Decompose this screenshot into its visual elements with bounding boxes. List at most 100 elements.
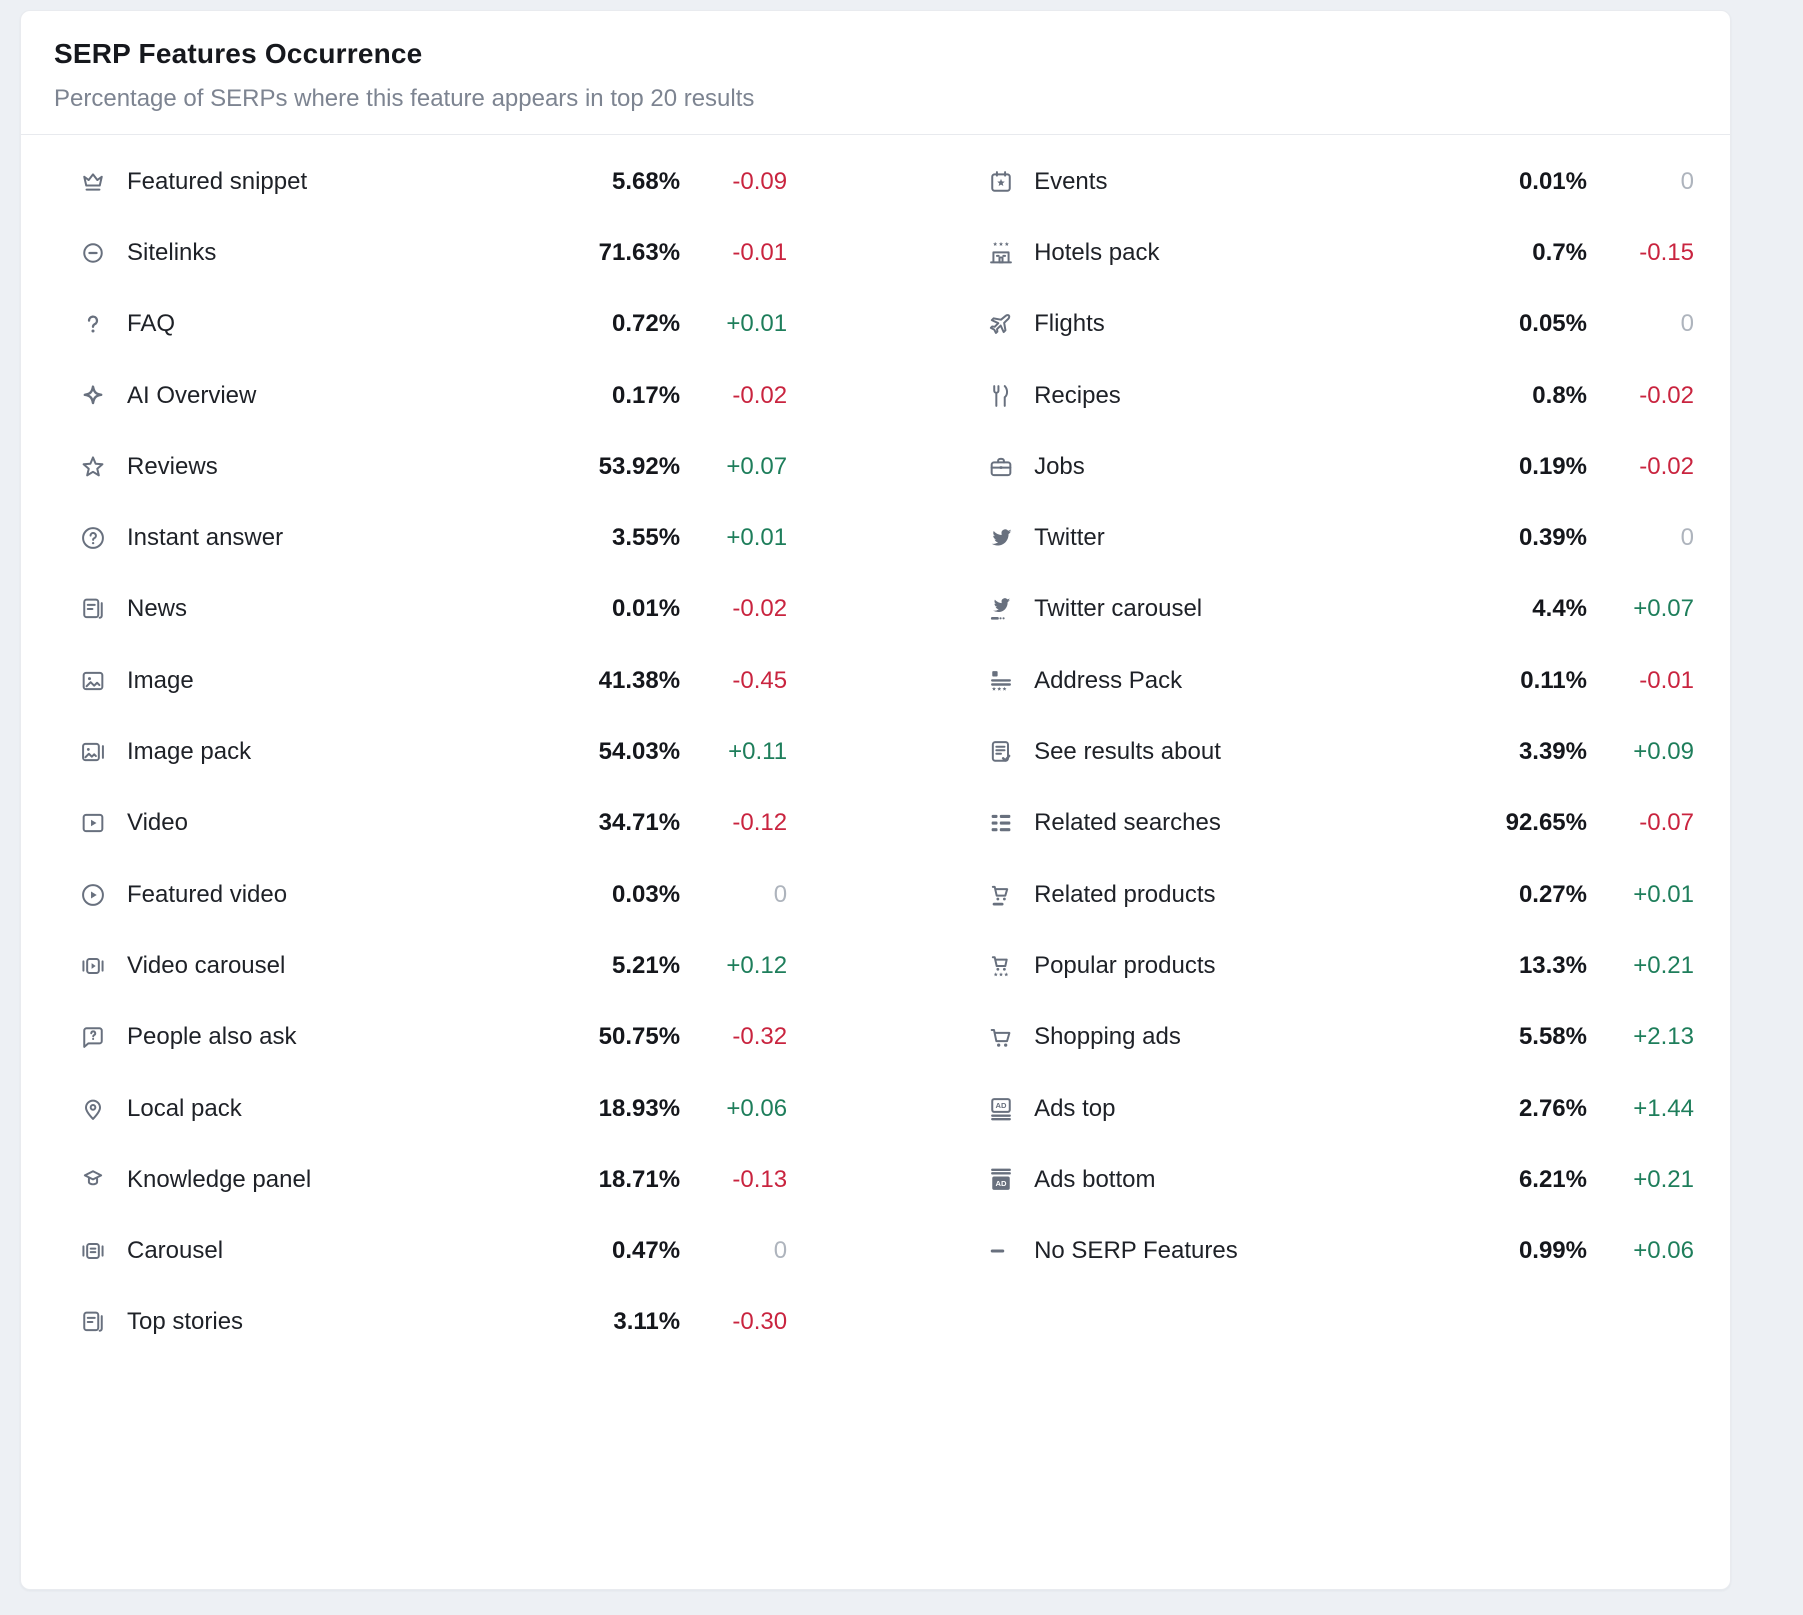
feature-row: Featured snippet 5.68% -0.09 — [21, 146, 810, 217]
feature-row: FAQ 0.72% +0.01 — [21, 289, 810, 360]
shopping-ads-icon — [987, 1023, 1015, 1051]
feature-change: +0.01 — [726, 310, 788, 338]
feature-value: 0.99% — [1518, 1237, 1587, 1265]
feature-change: +0.11 — [728, 738, 788, 766]
feature-value: 6.21% — [1518, 1165, 1587, 1193]
image-icon — [79, 667, 107, 695]
feature-label: Featured snippet — [127, 167, 308, 195]
feature-value: 18.71% — [598, 1165, 681, 1193]
feature-row: Local pack 18.93% +0.06 — [21, 1073, 810, 1144]
column-left: Featured snippet 5.68% -0.09 Sitelinks 7… — [21, 146, 810, 1358]
feature-change: 0 — [773, 880, 788, 908]
page-subtitle: Percentage of SERPs where this feature a… — [54, 85, 755, 112]
feature-row: Twitter carousel 4.4% +0.07 — [810, 574, 1730, 645]
flights-icon — [987, 310, 1015, 338]
video-carousel-icon — [79, 952, 107, 980]
feature-change: -0.02 — [1639, 452, 1694, 480]
feature-row: Knowledge panel 18.71% -0.13 — [21, 1144, 810, 1215]
feature-change: +0.06 — [726, 1094, 788, 1122]
feature-change: +2.13 — [1633, 1023, 1694, 1051]
feature-change: -0.02 — [732, 381, 788, 409]
feature-value: 18.93% — [598, 1094, 681, 1122]
recipes-icon — [987, 382, 1015, 410]
page-title: SERP Features Occurrence — [54, 38, 423, 69]
feature-row: Related products 0.27% +0.01 — [810, 859, 1730, 930]
feature-value: 50.75% — [598, 1023, 681, 1051]
feature-change: +0.07 — [1633, 595, 1694, 623]
faq-question-icon — [79, 310, 107, 338]
ads-bottom-icon: AD — [987, 1166, 1015, 1194]
image-pack-icon — [79, 738, 107, 766]
feature-row: News 0.01% -0.02 — [21, 574, 810, 645]
feature-value: 54.03% — [598, 738, 681, 766]
feature-value: 0.03% — [612, 880, 681, 908]
feature-label: Knowledge panel — [127, 1165, 312, 1193]
feature-label: Shopping ads — [1034, 1023, 1181, 1051]
featured-snippet-crown-icon — [79, 168, 107, 196]
feature-change: +0.09 — [1633, 738, 1694, 766]
feature-change: -0.01 — [732, 238, 788, 266]
feature-change: +1.44 — [1633, 1094, 1694, 1122]
ai-overview-sparkle-icon — [79, 382, 107, 410]
feature-change: -0.15 — [1639, 238, 1694, 266]
feature-change: 0 — [1680, 524, 1694, 552]
sitelinks-icon — [79, 239, 107, 267]
related-searches-icon — [987, 809, 1015, 837]
feature-row: No SERP Features 0.99% +0.06 — [810, 1215, 1730, 1286]
svg-text:AD: AD — [996, 1179, 1007, 1188]
feature-row: Address Pack 0.11% -0.01 — [810, 645, 1730, 716]
popular-products-icon — [987, 952, 1015, 980]
feature-value: 53.92% — [598, 452, 681, 480]
feature-change: 0 — [773, 1237, 788, 1265]
address-pack-icon — [987, 667, 1015, 695]
feature-value: 0.05% — [1518, 310, 1587, 338]
feature-row: AD Ads top 2.76% +1.44 — [810, 1073, 1730, 1144]
panel-header: SERP Features Occurrence Percentage of S… — [21, 11, 1730, 135]
feature-row: Sitelinks 71.63% -0.01 — [21, 217, 810, 288]
reviews-star-icon — [79, 453, 107, 481]
feature-value: 3.39% — [1518, 738, 1587, 766]
feature-change: -0.02 — [1639, 381, 1694, 409]
svg-text:AD: AD — [996, 1101, 1007, 1110]
feature-label: Related products — [1034, 880, 1216, 908]
feature-label: Instant answer — [127, 524, 284, 552]
related-products-icon — [987, 881, 1015, 909]
feature-value: 41.38% — [598, 666, 681, 694]
feature-change: -0.45 — [732, 666, 788, 694]
feature-change: -0.13 — [732, 1165, 788, 1193]
feature-change: +0.07 — [726, 452, 788, 480]
knowledge-panel-icon — [79, 1166, 107, 1194]
feature-row: See results about 3.39% +0.09 — [810, 716, 1730, 787]
feature-value: 0.19% — [1518, 452, 1587, 480]
feature-value: 0.7% — [1532, 238, 1587, 266]
feature-change: +0.01 — [726, 524, 788, 552]
feature-row: Twitter 0.39% 0 — [810, 502, 1730, 573]
feature-label: Video — [127, 809, 188, 837]
feature-label: Carousel — [127, 1237, 224, 1265]
feature-value: 2.76% — [1518, 1094, 1587, 1122]
feature-value: 5.58% — [1518, 1023, 1587, 1051]
feature-value: 5.68% — [612, 167, 681, 195]
featured-video-icon — [79, 881, 107, 909]
feature-change: +0.01 — [1633, 880, 1694, 908]
feature-label: See results about — [1034, 738, 1221, 766]
feature-value: 0.27% — [1518, 880, 1587, 908]
feature-value: 0.72% — [612, 310, 681, 338]
features-grid: Featured snippet 5.68% -0.09 Sitelinks 7… — [21, 135, 1730, 1358]
feature-label: No SERP Features — [1034, 1237, 1238, 1265]
feature-value: 0.47% — [612, 1237, 681, 1265]
feature-change: +0.12 — [726, 951, 788, 979]
feature-value: 34.71% — [598, 809, 681, 837]
feature-row: Image 41.38% -0.45 — [21, 645, 810, 716]
feature-row: Flights 0.05% 0 — [810, 289, 1730, 360]
carousel-icon — [79, 1237, 107, 1265]
feature-row: Carousel 0.47% 0 — [21, 1215, 810, 1286]
column-right: Events 0.01% 0 Hotels pack 0.7% -0.15 Fl… — [810, 146, 1730, 1358]
feature-label: Related searches — [1034, 809, 1221, 837]
jobs-icon — [987, 453, 1015, 481]
feature-row: Featured video 0.03% 0 — [21, 859, 810, 930]
feature-value: 13.3% — [1518, 951, 1587, 979]
feature-value: 0.11% — [1520, 666, 1587, 694]
people-also-ask-icon — [79, 1023, 107, 1051]
feature-label: People also ask — [127, 1023, 297, 1051]
